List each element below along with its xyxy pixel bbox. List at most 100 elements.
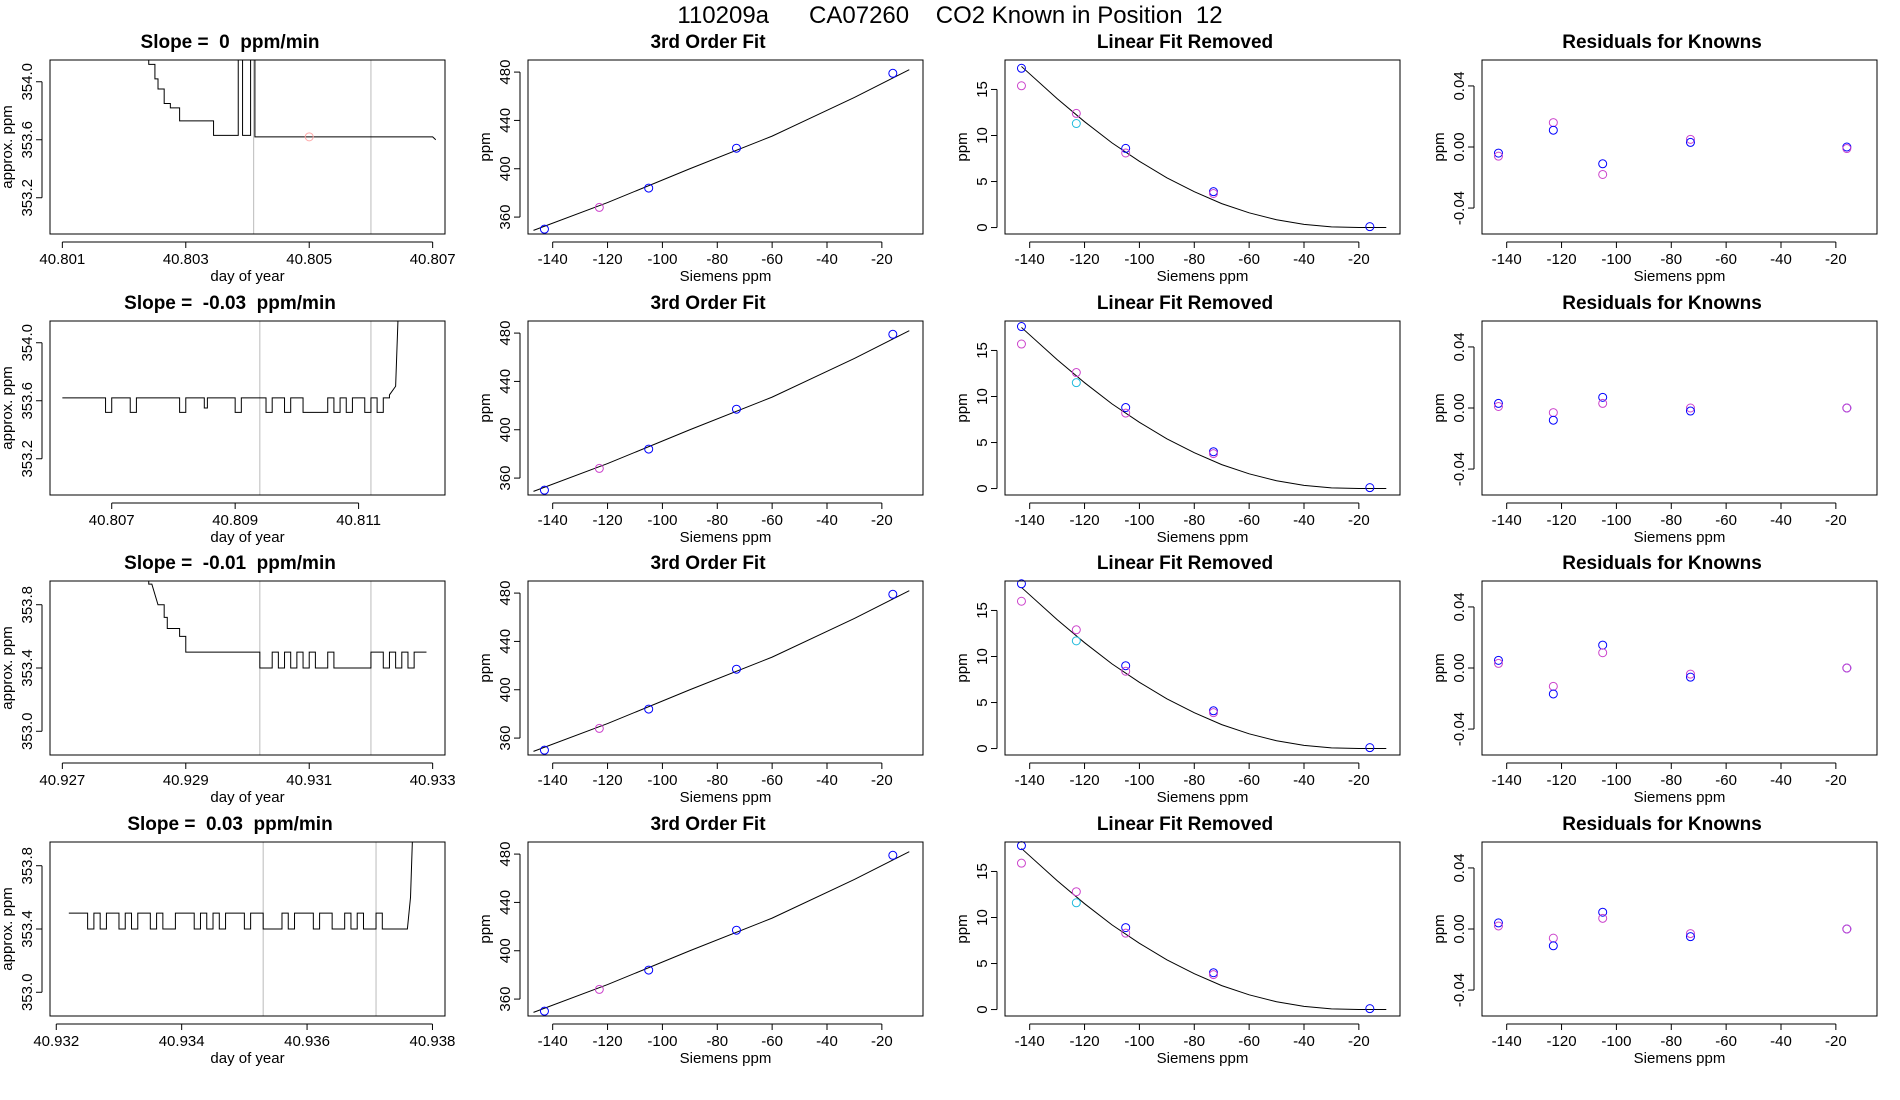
y-axis-label: ppm [477, 393, 494, 422]
data-point [1071, 898, 1081, 908]
chart-panel: Residuals for Knowns -140 -120 -100 -80 -60 -4… [1431, 814, 1892, 1069]
x-tick-label: -60 [1238, 772, 1260, 789]
x-tick-label: 40.938 [410, 1033, 456, 1050]
fit-curve [1021, 327, 1387, 490]
y-tick-label: 0.04 [1451, 592, 1468, 621]
y-tick-label: 440 [497, 369, 514, 394]
data-point [1071, 368, 1081, 378]
x-tick-label: -20 [871, 1033, 893, 1050]
x-tick-label: -40 [1770, 1033, 1792, 1050]
plot-frame [527, 841, 924, 1017]
x-tick-label: -20 [871, 251, 893, 268]
x-tick-label: -120 [1547, 512, 1577, 529]
y-tick-label: 353.2 [19, 440, 36, 478]
x-tick-label: 40.929 [163, 772, 209, 789]
y-axis-label: approx. ppm [0, 105, 16, 188]
y-tick-label: 440 [497, 108, 514, 133]
data-point [1016, 339, 1026, 349]
y-tick-label: 480 [497, 60, 514, 85]
data-trace [148, 60, 437, 141]
x-tick-label: -80 [706, 1033, 728, 1050]
data-point [594, 202, 604, 212]
x-tick-label: -20 [1348, 1033, 1370, 1050]
data-point [1548, 681, 1558, 691]
data-point [1121, 403, 1131, 413]
y-tick-label: 440 [497, 629, 514, 654]
y-tick-label: 360 [497, 205, 514, 230]
y-tick-label: 353.4 [19, 649, 36, 687]
data-point [1121, 408, 1131, 418]
data-point [1493, 151, 1503, 161]
chart-svg: 40.932 40.934 40.936 40.938 day of year 353.0… [0, 841, 456, 1067]
data-point [1016, 596, 1026, 606]
y-tick-label: 0.04 [1451, 332, 1468, 361]
fit-curve [533, 851, 910, 1013]
y-tick-label: 10 [974, 648, 991, 665]
data-point [1548, 415, 1558, 425]
x-tick-label: -100 [1124, 772, 1154, 789]
plot-frame [1004, 320, 1401, 496]
y-tick-label: 0.04 [1451, 71, 1468, 100]
chart-panel: Residuals for Knowns -140 -120 -100 -80 -60 -4… [1431, 553, 1892, 808]
chart-svg: -140 -120 -100 -80 -60 -40 -20 Siemens ppm 0 5 10 1… [954, 841, 1401, 1067]
y-axis-label: ppm [1431, 914, 1448, 943]
y-axis-label: ppm [954, 132, 971, 161]
x-tick-label: 40.809 [212, 512, 258, 529]
data-point [1548, 118, 1558, 128]
x-tick-label: -80 [706, 772, 728, 789]
y-tick-label: 480 [497, 842, 514, 867]
data-point [1208, 187, 1218, 197]
x-tick-label: -20 [1825, 772, 1847, 789]
x-tick-label: -140 [1015, 251, 1045, 268]
y-tick-label: 353.4 [19, 910, 36, 948]
y-axis-label: ppm [477, 653, 494, 682]
x-tick-label: -60 [1715, 1033, 1737, 1050]
x-tick-label: -120 [1070, 1033, 1100, 1050]
data-point [1208, 970, 1218, 980]
data-point [644, 183, 654, 193]
data-point [1685, 932, 1695, 942]
data-point [1548, 941, 1558, 951]
x-tick-label: -20 [1825, 1033, 1847, 1050]
data-point [1493, 148, 1503, 158]
x-tick-label: -80 [1183, 1033, 1205, 1050]
x-tick-label: -100 [647, 251, 677, 268]
x-tick-label: -40 [816, 512, 838, 529]
x-tick-label: -60 [1715, 772, 1737, 789]
data-point [1071, 378, 1081, 388]
data-point [1493, 398, 1503, 408]
y-tick-label: 353.8 [19, 847, 36, 885]
chart-panel: Linear Fit Removed -140 -120 -100 -80 -60 -40-… [954, 553, 1415, 808]
chart-title: 3rd Order Fit [650, 293, 766, 314]
data-trace [148, 581, 427, 669]
data-point [1365, 222, 1375, 232]
data-point [1208, 708, 1218, 718]
data-trace [68, 842, 413, 930]
data-point [1685, 137, 1695, 147]
data-point [1598, 913, 1608, 923]
y-tick-label: 360 [497, 987, 514, 1012]
chart-panel: 3rd Order Fit -140 -120 -100 -80 -60 -40 -20 Sie… [477, 32, 938, 287]
data-point [539, 1006, 549, 1016]
x-tick-label: -120 [593, 1033, 623, 1050]
y-tick-label: 10 [974, 909, 991, 926]
y-axis-label: ppm [477, 914, 494, 943]
x-axis-label: Siemens ppm [1634, 1050, 1726, 1067]
chart-title: Residuals for Knowns [1562, 32, 1762, 53]
y-tick-label: 0 [974, 223, 991, 231]
fit-curve [1021, 66, 1387, 229]
x-tick-label: -40 [1770, 512, 1792, 529]
x-tick-label: -60 [1238, 512, 1260, 529]
x-tick-label: -40 [1770, 251, 1792, 268]
data-point [644, 965, 654, 975]
y-tick-label: 5 [974, 698, 991, 706]
x-tick-label: -80 [706, 251, 728, 268]
plot-frame [49, 841, 446, 1017]
x-tick-label: -120 [1070, 251, 1100, 268]
x-tick-label: -20 [871, 512, 893, 529]
x-tick-label: 40.805 [286, 251, 332, 268]
data-point [594, 723, 604, 733]
data-point [1842, 403, 1852, 413]
y-tick-label: -0.04 [1451, 452, 1468, 486]
data-point [888, 850, 898, 860]
